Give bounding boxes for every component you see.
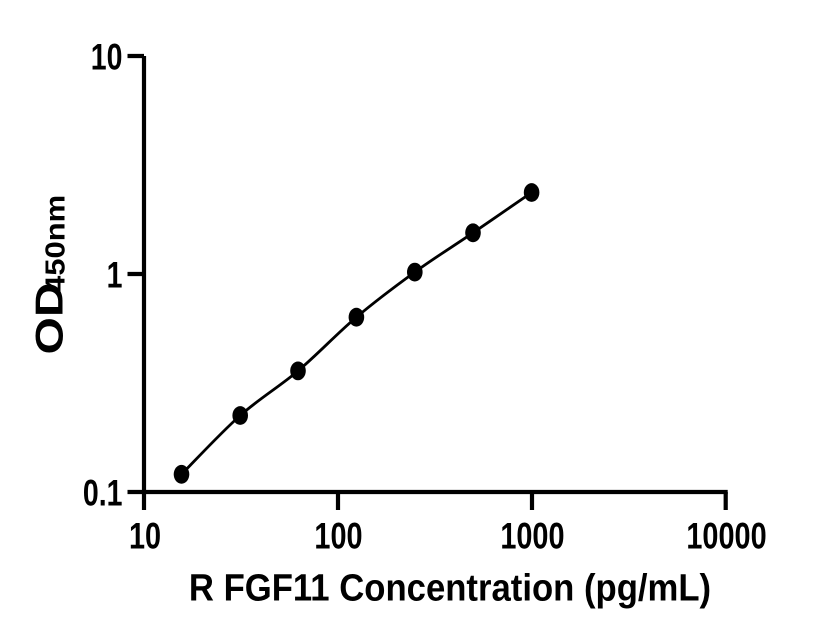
svg-text:1000: 1000 [500,516,564,557]
svg-text:R FGF11 Concentration (pg/mL): R FGF11 Concentration (pg/mL) [189,566,711,609]
svg-text:1: 1 [107,254,123,295]
svg-text:10000: 10000 [686,516,766,557]
svg-text:10: 10 [129,516,161,557]
svg-text:0.1: 0.1 [83,472,123,513]
svg-text:OD: OD [28,283,72,355]
svg-text:100: 100 [314,516,362,557]
svg-text:10: 10 [91,36,123,77]
svg-text:450nm: 450nm [40,195,71,293]
